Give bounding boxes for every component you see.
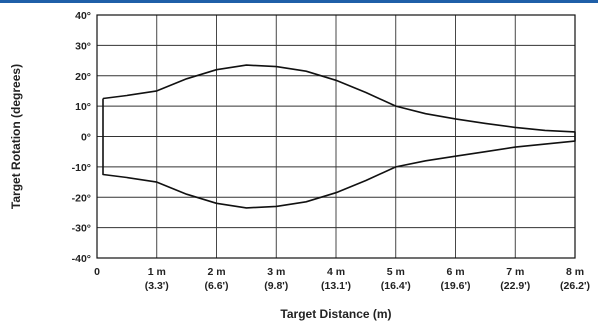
y-tick-label: 30°: [75, 40, 91, 52]
x-tick-sublabel: (22.9'): [500, 280, 530, 292]
y-tick-label: -30°: [72, 223, 91, 235]
top-accent-bar: [0, 0, 598, 3]
y-tick-label: 40°: [75, 10, 91, 22]
y-tick-label: -10°: [72, 162, 91, 174]
x-tick-label: 5 m: [387, 266, 405, 278]
x-tick-label: 6 m: [446, 266, 464, 278]
y-tick-label: 20°: [75, 71, 91, 83]
x-tick-sublabel: (6.6'): [204, 280, 228, 292]
x-tick-label: 0: [94, 266, 100, 278]
x-axis-title: Target Distance (m): [280, 307, 391, 321]
y-tick-label: 10°: [75, 101, 91, 113]
x-tick-label: 3 m: [267, 266, 285, 278]
x-tick-sublabel: (13.1'): [321, 280, 351, 292]
x-tick-label: 7 m: [506, 266, 524, 278]
x-axis-ticks: 0 1 m (3.3') 2 m (6.6') 3 m (9.8') 4 m (13.1') 5 …: [94, 266, 590, 292]
y-axis-title: Target Rotation (degrees): [9, 64, 23, 209]
grid: [97, 14, 575, 259]
y-tick-label: 0°: [81, 132, 91, 144]
x-tick-label: 2 m: [207, 266, 225, 278]
y-tick-label: -20°: [72, 192, 91, 204]
x-tick-label: 4 m: [327, 266, 345, 278]
x-tick-sublabel: (26.2'): [560, 280, 590, 292]
plot-border: [96, 14, 576, 259]
y-tick-label: -40°: [72, 253, 91, 265]
x-tick-sublabel: (9.8'): [264, 280, 288, 292]
x-tick-sublabel: (3.3'): [145, 280, 169, 292]
y-axis-ticks: 40° 30° 20° 10° 0° -10° -20° -30° -40°: [72, 10, 91, 265]
x-tick-label: 1 m: [148, 266, 166, 278]
x-tick-sublabel: (16.4'): [381, 280, 411, 292]
x-tick-label: 8 m: [566, 266, 584, 278]
x-tick-sublabel: (19.6'): [441, 280, 471, 292]
